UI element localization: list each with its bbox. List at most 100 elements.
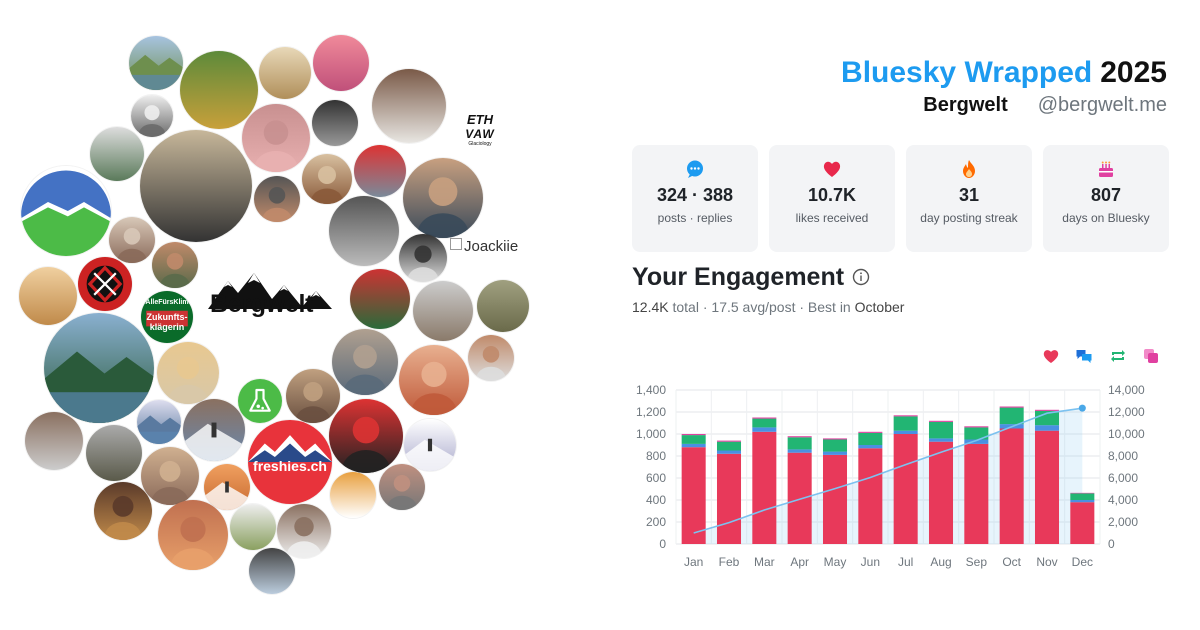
- engagement-average: 17.5 avg/post: [711, 299, 796, 315]
- bar-replies-jul: [893, 430, 918, 434]
- avatar-art[interactable]: [25, 412, 83, 470]
- heart-icon: [769, 159, 895, 181]
- avatar-cat[interactable]: [19, 267, 77, 325]
- avatar-plane[interactable]: [329, 196, 399, 266]
- bar-replies-dec: [1070, 500, 1095, 503]
- avatar-person[interactable]: [302, 154, 352, 204]
- avatar-cartoon[interactable]: [330, 472, 376, 518]
- avatar-landscape[interactable]: [137, 400, 181, 444]
- avatar-hiker[interactable]: [204, 464, 250, 510]
- avatar-sunset[interactable]: [313, 35, 369, 91]
- bar-likes-feb: [716, 453, 742, 544]
- avatar-animal[interactable]: [90, 127, 144, 181]
- avatar-person[interactable]: [399, 234, 447, 282]
- avatar-hiker[interactable]: [183, 399, 245, 461]
- bar-reposts-aug: [928, 421, 954, 439]
- x-tick-label: Feb: [719, 555, 740, 569]
- bar-reposts-mar: [752, 418, 777, 428]
- zk-line2: klägerin: [149, 322, 185, 332]
- avatar-person[interactable]: [379, 464, 425, 510]
- avatar-statue[interactable]: [249, 548, 295, 594]
- avatar-logo[interactable]: [21, 166, 111, 256]
- separator: ·: [702, 299, 708, 315]
- avatar-hiker[interactable]: [404, 419, 456, 471]
- joackiie-label: Joackiie: [464, 238, 519, 255]
- x-tick-label: Jan: [684, 555, 703, 569]
- avatar-art[interactable]: [312, 100, 358, 146]
- stat-card-streak: 31 day posting streak: [906, 145, 1032, 252]
- legend-likes-heart-icon[interactable]: [1042, 347, 1060, 365]
- bar-reposts-dec: [1070, 493, 1095, 500]
- streak-value: 31: [958, 185, 980, 205]
- y-tick-right: 14,000: [1108, 383, 1145, 397]
- avatar-person[interactable]: [277, 504, 331, 558]
- engagement-total: 12.4K: [632, 299, 669, 315]
- vaw-text: VAW: [465, 127, 495, 141]
- avatar-animal[interactable]: [86, 425, 142, 481]
- bar-quotes-jun: [858, 431, 883, 433]
- posts-replies-label: posts · replies: [657, 211, 733, 225]
- y-tick-left: 0: [659, 537, 666, 551]
- avatar-person[interactable]: [152, 242, 198, 288]
- avatar-zk[interactable]: #AlleFürsKlima Zukunfts-klägerin: [141, 291, 193, 343]
- avatar-person[interactable]: [157, 342, 219, 404]
- avatar-flask[interactable]: [238, 379, 282, 423]
- avatar-animal[interactable]: [477, 280, 529, 332]
- eth-vaw-logo[interactable]: ETH VAW Glaciology: [458, 112, 502, 147]
- bar-reposts-feb: [716, 441, 742, 451]
- x-tick-label: Jul: [898, 555, 913, 569]
- y-tick-left: 1,400: [636, 383, 666, 397]
- avatar-freshies[interactable]: freshies.ch: [248, 420, 332, 504]
- broken-avatar-joackiie[interactable]: Joackiie: [450, 238, 518, 255]
- bar-replies-mar: [752, 427, 777, 432]
- avatar-person[interactable]: [403, 158, 483, 238]
- avatar-lizard[interactable]: [413, 281, 473, 341]
- brand-title: Bluesky Wrapped: [841, 56, 1093, 89]
- engagement-total-label: total: [672, 299, 699, 315]
- legend-replies-bubbles-icon[interactable]: [1075, 347, 1093, 365]
- avatar-person[interactable]: [468, 335, 514, 381]
- avatar-train[interactable]: [350, 269, 410, 329]
- engagement-heading: Your Engagement: [632, 263, 845, 291]
- bar-replies-nov: [1034, 425, 1060, 431]
- mountain-logo: [206, 256, 334, 326]
- stat-card-posts: 324 · 388 posts · replies: [632, 145, 758, 252]
- bar-reposts-may: [822, 439, 848, 452]
- year-title: 2025: [1100, 56, 1167, 89]
- avatar-flower[interactable]: [230, 504, 276, 550]
- chart-legend: [1040, 347, 1170, 367]
- avatar-flower[interactable]: [354, 145, 406, 197]
- cumulative-line: [693, 407, 1083, 534]
- avatar-objects[interactable]: [259, 47, 311, 99]
- avatar-person[interactable]: [131, 95, 173, 137]
- avatar-landscape[interactable]: [129, 36, 183, 90]
- zk-line1: Zukunfts-: [146, 312, 188, 322]
- posts-replies-value: 324 · 388: [656, 185, 734, 205]
- avatar-person[interactable]: [329, 399, 403, 473]
- user-handle[interactable]: @bergwelt.me: [1037, 94, 1167, 116]
- flame-icon: [906, 159, 1032, 181]
- y-tick-right: 8,000: [1108, 449, 1138, 463]
- avatar-camera[interactable]: [140, 130, 252, 242]
- bar-likes-aug: [928, 441, 954, 544]
- avatar-lake[interactable]: [44, 313, 154, 423]
- avatar-person[interactable]: [332, 329, 398, 395]
- avatar-tree[interactable]: [180, 51, 258, 129]
- avatar-person[interactable]: [242, 104, 310, 172]
- legend-reposts-icon[interactable]: [1109, 347, 1127, 365]
- x-tick-label: Jun: [861, 555, 880, 569]
- avatar-cap[interactable]: [372, 69, 446, 143]
- zk-hashtag: #AlleFürsKlima: [141, 299, 193, 306]
- avatar-person[interactable]: [158, 500, 228, 570]
- avatar-badge[interactable]: [78, 257, 132, 311]
- info-icon[interactable]: [852, 268, 870, 286]
- legend-quotes-icon[interactable]: [1142, 347, 1160, 365]
- avatar-person[interactable]: [94, 482, 152, 540]
- avatar-person[interactable]: [254, 176, 300, 222]
- avatar-person[interactable]: [286, 369, 340, 423]
- best-month-prefix: Best in: [807, 299, 851, 315]
- avatar-person[interactable]: [109, 217, 155, 263]
- avatar-person[interactable]: [141, 447, 199, 505]
- avatar-person[interactable]: [399, 345, 469, 415]
- y-tick-right: 0: [1108, 537, 1115, 551]
